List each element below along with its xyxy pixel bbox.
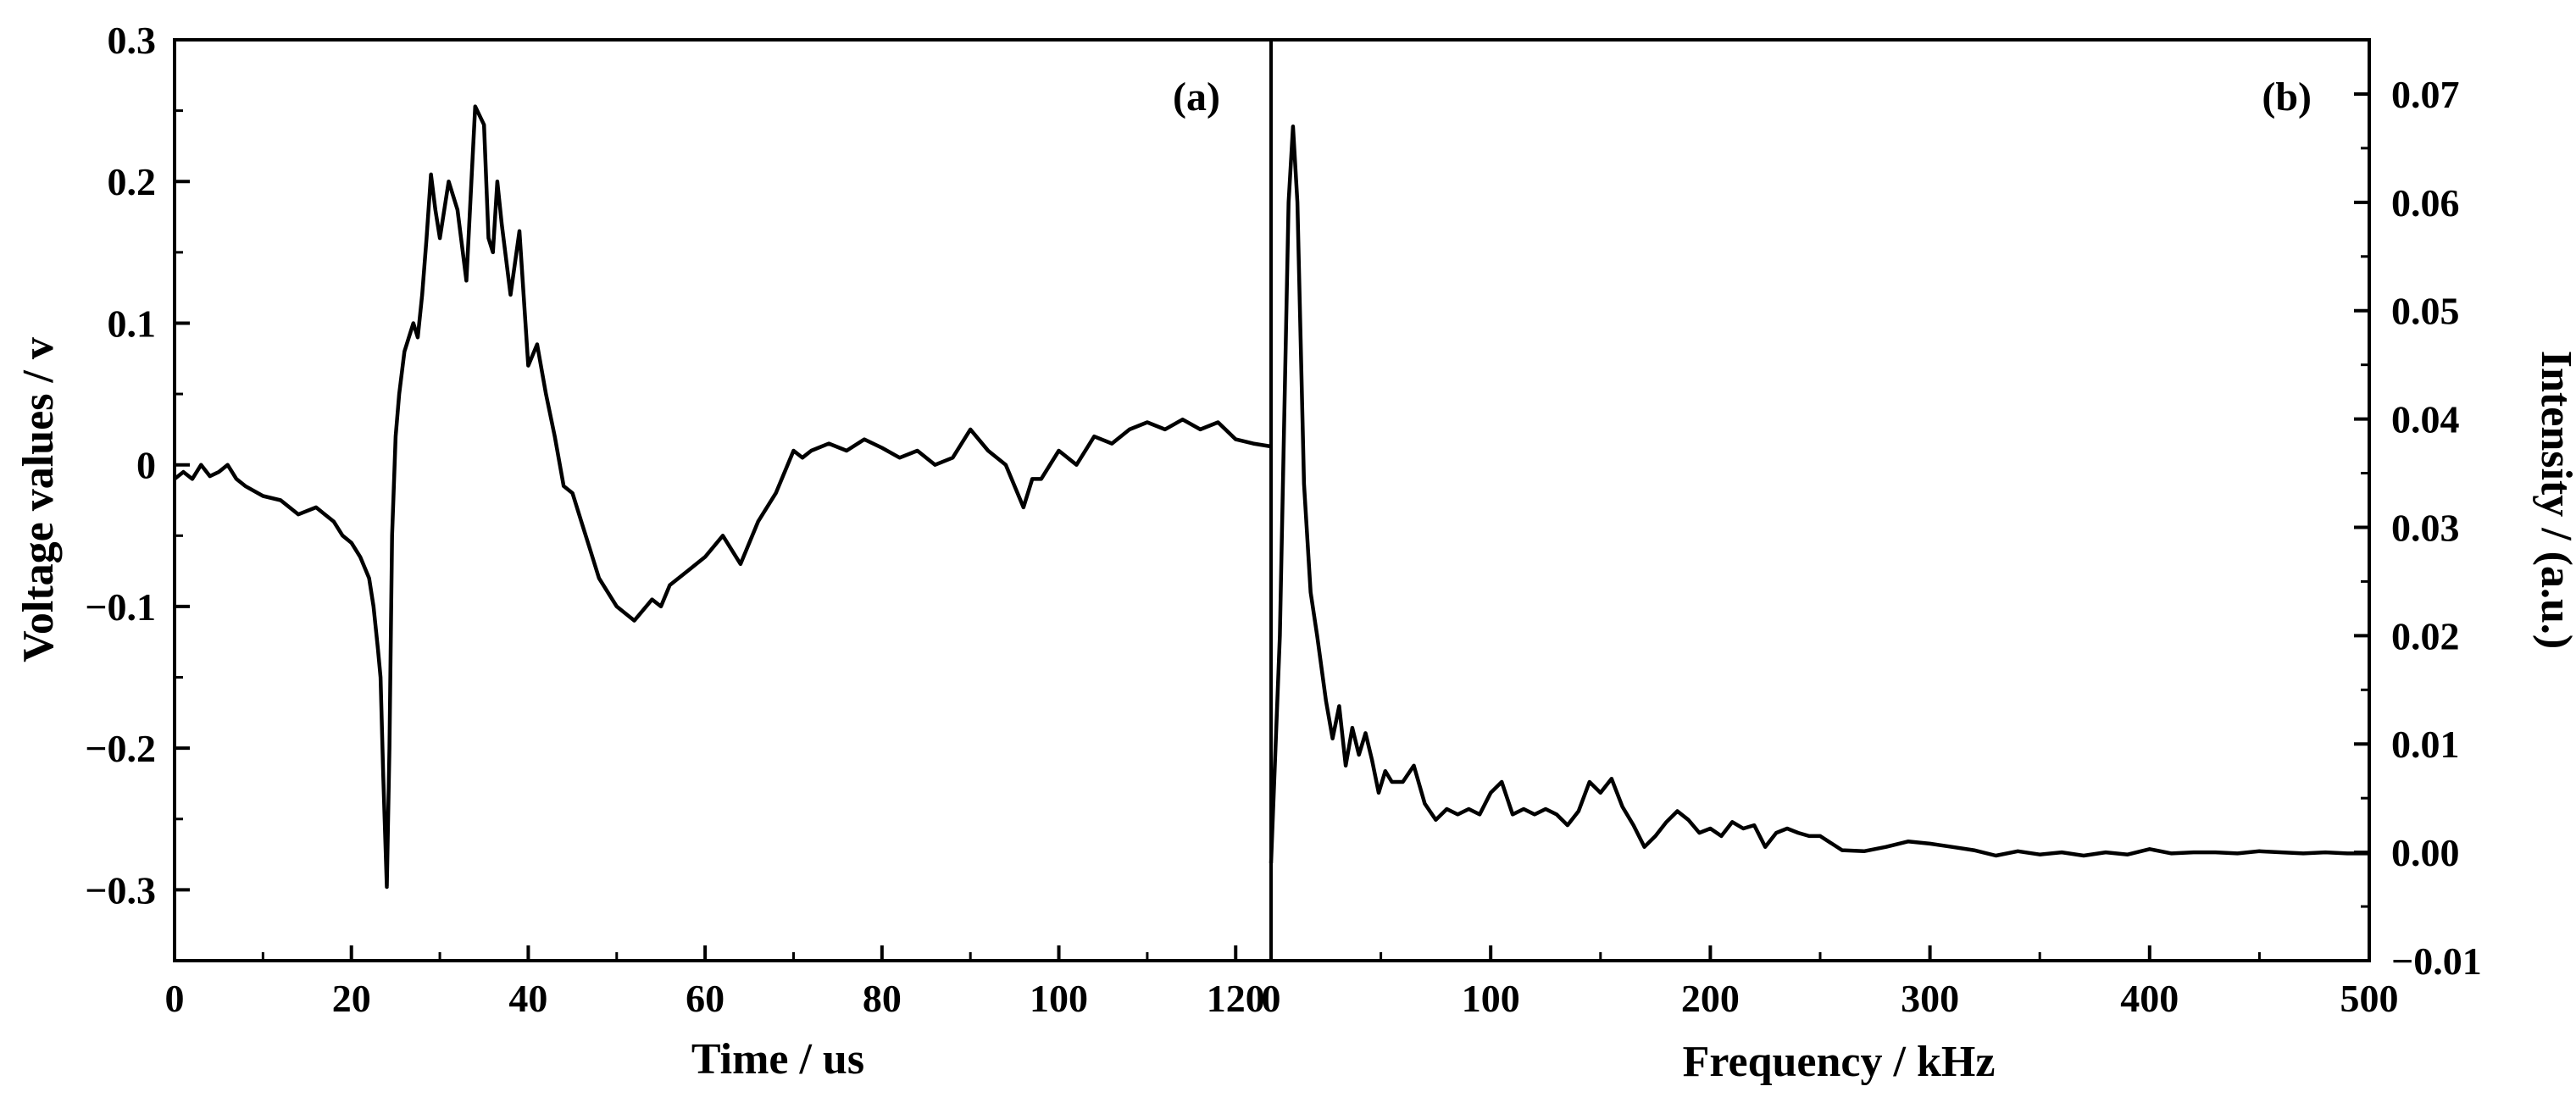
panel-b-y-tick-label: 0.02 [2391,614,2460,657]
panel-a-y-tick-label: 0.3 [108,19,157,62]
panel-a-x-tick-label: 120 [1207,977,1265,1020]
panel-a-x-tick-label: 20 [332,977,371,1020]
panel-b-x-tick-label: 400 [2120,977,2179,1020]
panel-b-x-tick-label: 200 [1681,977,1740,1020]
panel-a-y-tick-label: −0.2 [85,727,156,770]
panel-a-x-tick-label: 60 [686,977,724,1020]
panel-b-y-tick-label: 0.04 [2391,398,2460,441]
panel-b-x-tick-label: 300 [1901,977,1959,1020]
panel-a-y-tick-label: 0.2 [108,160,157,203]
panel-a-y-tick-label: 0.1 [108,302,157,345]
panel-a-y-axis-title: Voltage values / v [14,337,63,662]
panel-a-x-tick-label: 80 [863,977,902,1020]
panel-a-y-tick-label: −0.3 [85,868,156,912]
panel-a-x-tick-label: 40 [508,977,547,1020]
panel-b-y-tick-label: 0.06 [2391,181,2460,224]
panel-b-y-tick-label: 0.07 [2391,73,2460,116]
panel-b-y-axis-title: Intensity / (a.u.) [2532,351,2576,649]
panel-a-y-tick-label: 0 [136,444,156,487]
panel-b-x-tick-label: 0 [1262,977,1281,1020]
panel-b-y-tick-label: 0.01 [2391,723,2460,766]
panel-a-x-axis-title: Time / us [691,1035,864,1084]
panel-b-x-tick-label: 500 [2340,977,2399,1020]
panel-b-y-tick-label: 0.05 [2391,290,2460,333]
panel-b-x-axis-title: Frequency / kHz [1683,1038,1996,1086]
panel-b-label: (b) [2262,75,2312,119]
panel-a-y-tick-label: −0.1 [85,585,156,629]
panel-b-y-tick-label: 0.00 [2391,831,2460,874]
panel-b-y-tick-label: −0.01 [2391,939,2482,983]
panel-a-label: (a) [1173,75,1220,119]
panel-a-x-tick-label: 100 [1030,977,1088,1020]
panel-b-x-tick-label: 100 [1462,977,1520,1020]
panel-a-x-tick-label: 0 [165,977,185,1020]
panel-b-y-tick-label: 0.03 [2391,506,2460,549]
